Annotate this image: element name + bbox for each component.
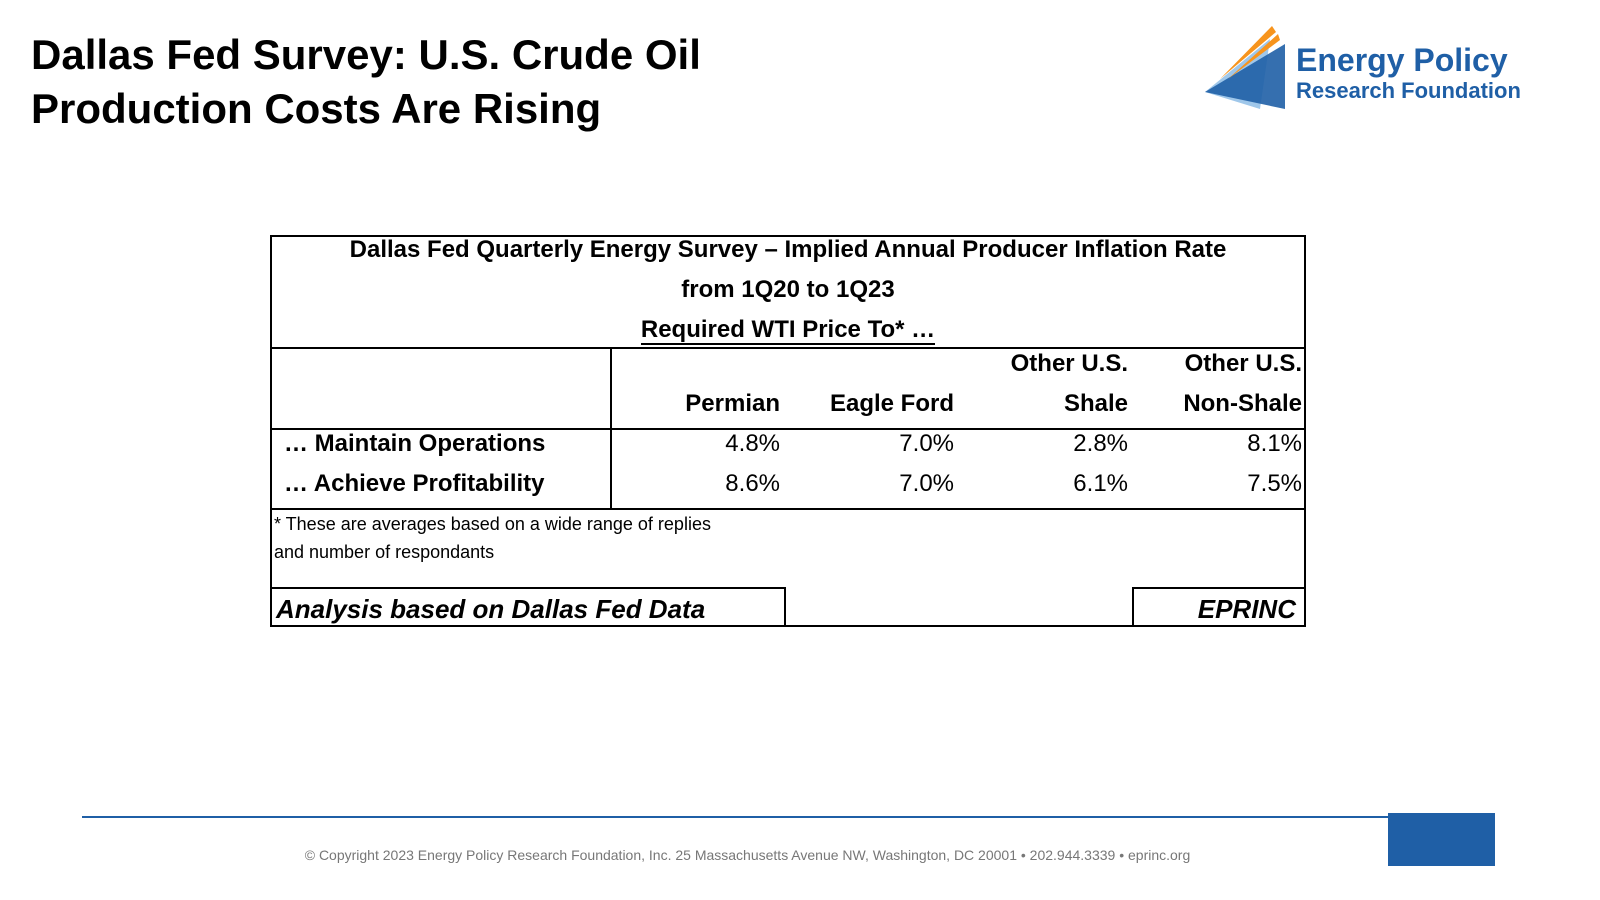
footer-block [1388,813,1495,866]
column-header: Eagle Ford [829,390,954,417]
table-title-line: Required WTI Price To* … [640,316,936,345]
source-note: EPRINC [1197,594,1296,624]
table-cell: 7.0% [899,470,954,497]
table-title-line: from 1Q20 to 1Q23 [681,276,895,303]
table-cell: 4.8% [725,430,780,457]
title-line: Production Costs Are Rising [31,85,602,132]
table-cell: 7.5% [1247,470,1302,497]
column-header: Other U.S. [1184,350,1302,377]
table-title: Dallas Fed Quarterly Energy Survey – Imp… [270,230,1306,350]
slide-title: Dallas Fed Survey: U.S. Crude Oil Produc… [31,28,701,136]
column-header: Non-Shale [1183,390,1302,417]
footnote-line: * These are averages based on a wide ran… [274,514,711,534]
copyright: © Copyright 2023 Energy Policy Research … [304,847,1191,863]
footnote: * These are averages based on a wide ran… [274,510,711,566]
table-cell: 8.1% [1247,430,1302,457]
logo-mark [1205,26,1285,109]
row-label: … Achieve Profitability [284,470,545,497]
logo-text: Research Foundation [1296,78,1521,103]
table-cell: 8.6% [725,470,780,497]
column-header: Other U.S. [1010,350,1128,377]
analysis-note: Analysis based on Dallas Fed Data [276,594,706,624]
row-label: … Maintain Operations [284,430,546,457]
table [270,235,1306,627]
title-line: Dallas Fed Survey: U.S. Crude Oil [31,31,701,78]
table-cell: 2.8% [1073,430,1128,457]
logo-text: Energy Policy [1296,42,1508,78]
table-title-line: Dallas Fed Quarterly Energy Survey – Imp… [349,236,1227,263]
table-cell: 6.1% [1073,470,1128,497]
footnote-line: and number of respondants [274,542,495,562]
column-header: Permian [685,390,780,417]
column-header: Shale [1063,390,1128,417]
table-cell: 7.0% [899,430,954,457]
